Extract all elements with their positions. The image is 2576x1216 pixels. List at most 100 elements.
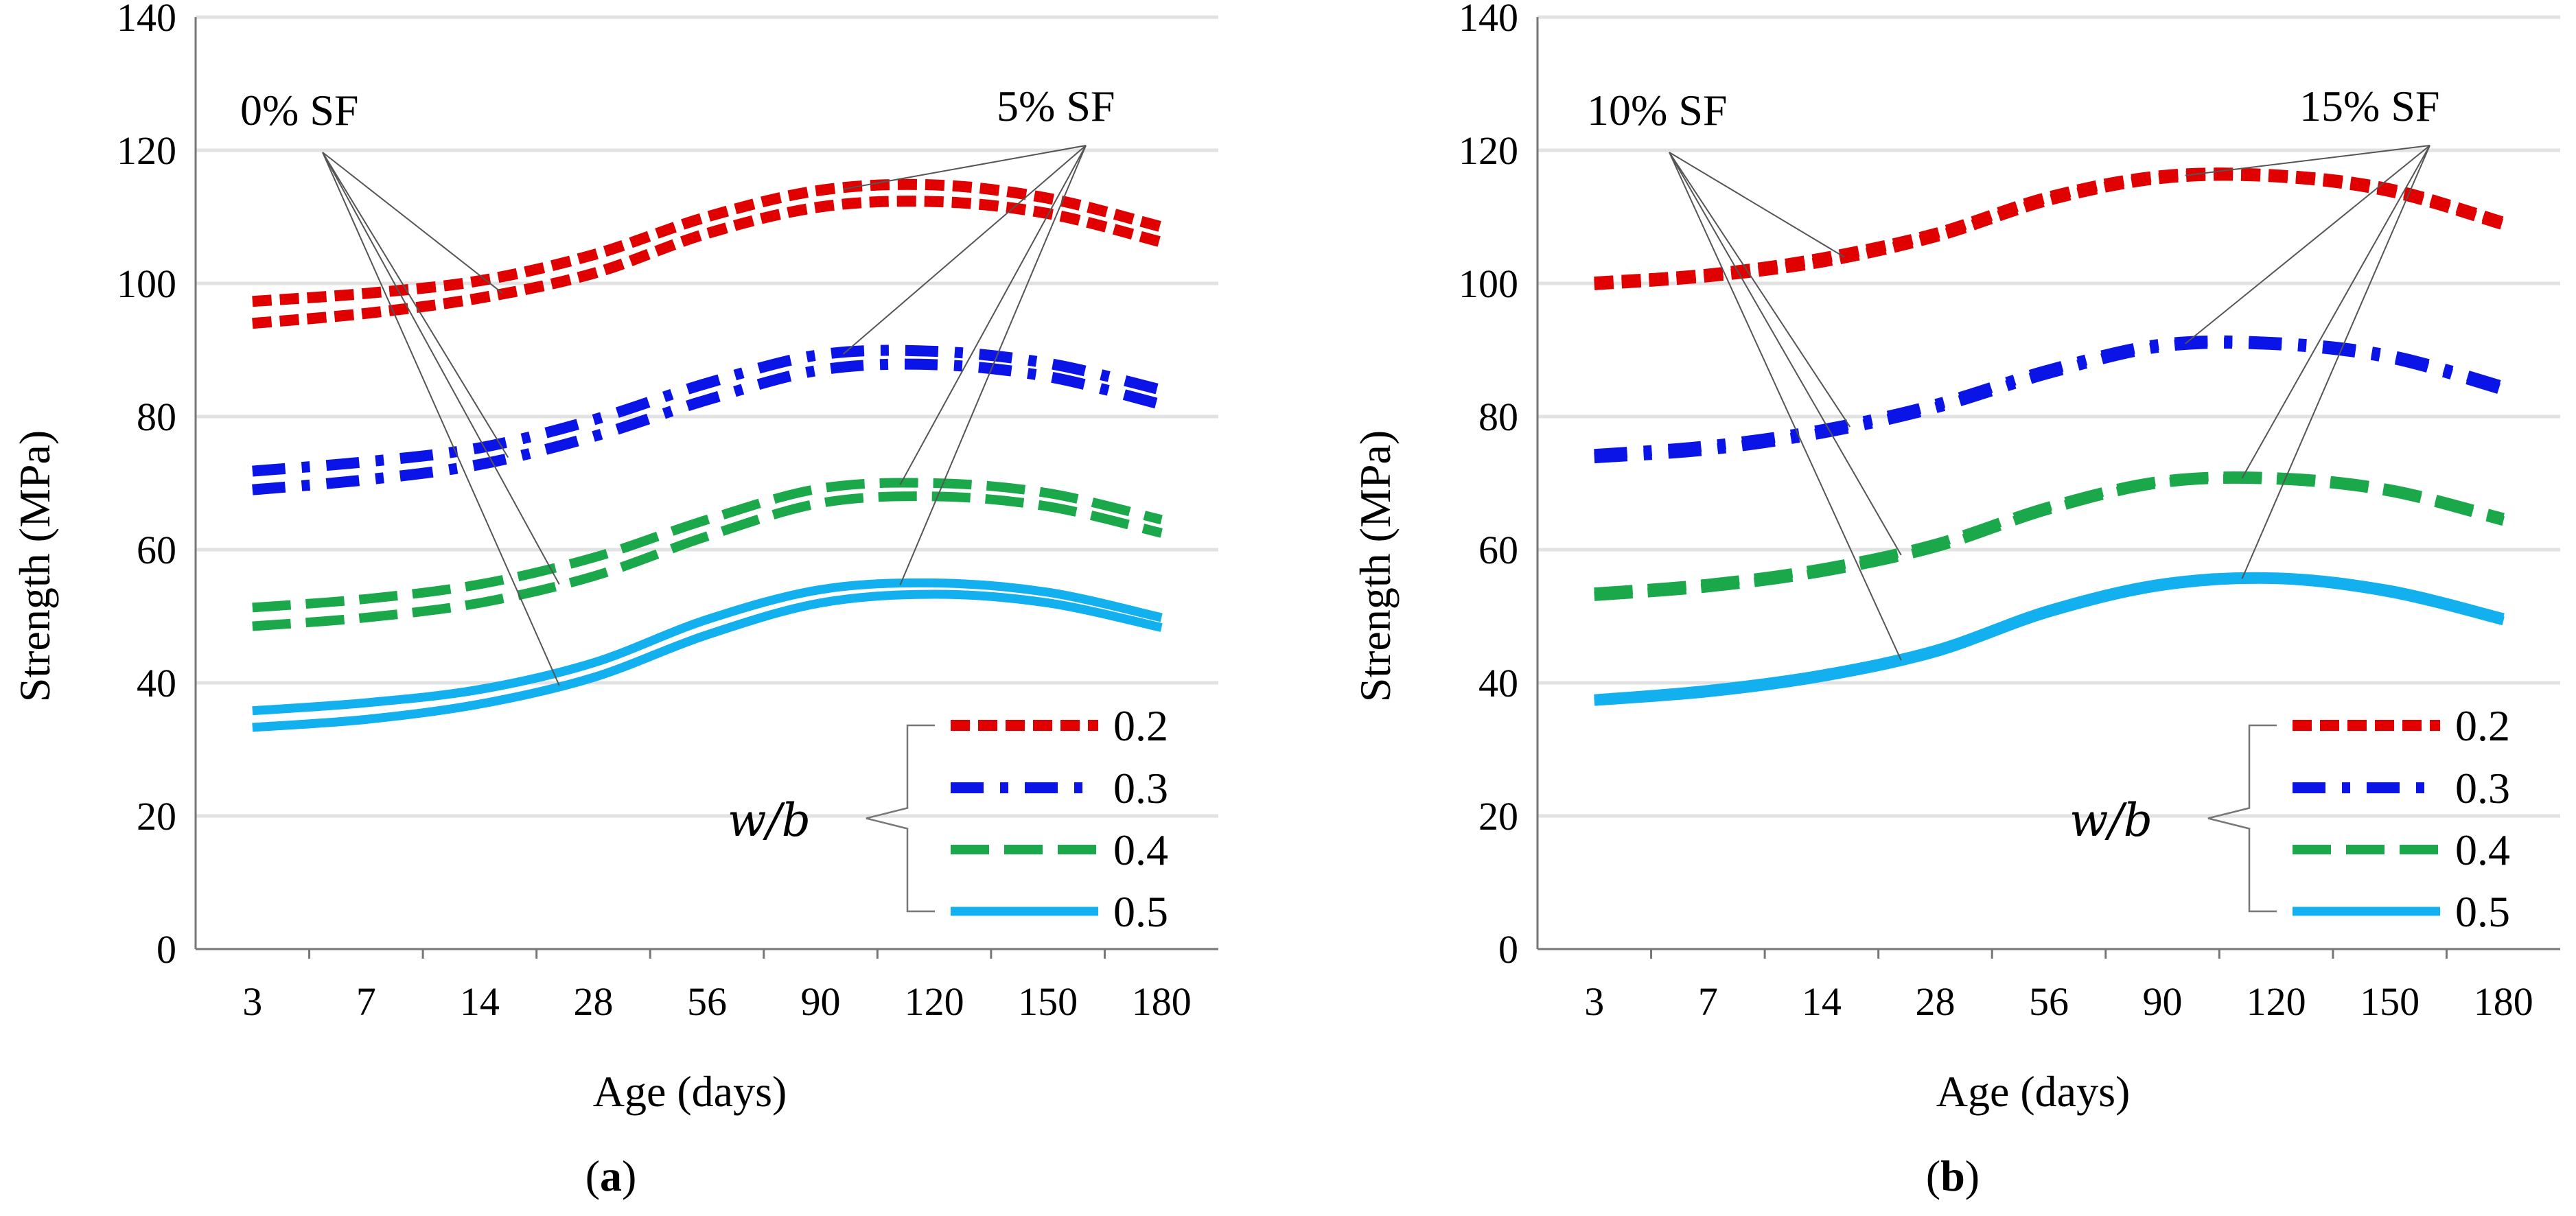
x-tick-label: 90 bbox=[2143, 979, 2183, 1024]
y-tick-label: 100 bbox=[117, 261, 176, 306]
axes bbox=[194, 17, 1218, 959]
callout-line bbox=[2241, 145, 2430, 579]
series-line-wb-04-sf-5 bbox=[252, 478, 1163, 613]
callout-lines bbox=[1669, 145, 2430, 661]
x-tick-label: 56 bbox=[2029, 979, 2069, 1024]
y-tick-label: 20 bbox=[137, 794, 176, 839]
legend: 0.2 0.3 0.4 0.5 bbox=[866, 701, 1168, 936]
series-line-wb-05-sf-0 bbox=[252, 589, 1163, 732]
series-group bbox=[1594, 167, 2505, 706]
x-tick-label: 28 bbox=[573, 979, 613, 1024]
gridlines bbox=[196, 15, 1218, 818]
caption-a: (a) bbox=[585, 1151, 637, 1200]
x-tick-label: 150 bbox=[1018, 979, 1078, 1024]
x-tick-label: 120 bbox=[2247, 979, 2306, 1024]
legend-label: 0.3 bbox=[2455, 764, 2510, 812]
series-line-wb-02-sf-0 bbox=[252, 196, 1163, 329]
series-line-wb-05-sf-15 bbox=[1594, 572, 2505, 703]
panel-b: 10% SF 15% SF Age (days) Strength (MPa) … bbox=[1351, 0, 2560, 1200]
series-line-wb-04-sf-15 bbox=[1594, 471, 2505, 598]
legend-label: 0.5 bbox=[2455, 887, 2510, 936]
x-axis-label: Age (days) bbox=[593, 1067, 787, 1116]
callout-line bbox=[1669, 152, 1851, 428]
y-tick-label: 120 bbox=[1459, 128, 1518, 173]
y-tick-label: 80 bbox=[137, 395, 176, 439]
caption-open: ( bbox=[585, 1151, 600, 1200]
callout-lines bbox=[322, 145, 1087, 686]
callout-line bbox=[899, 145, 1087, 485]
x-tick-label: 28 bbox=[1915, 979, 1955, 1024]
y-tick-label: 60 bbox=[137, 528, 176, 572]
y-tick-label: 20 bbox=[1478, 794, 1518, 839]
y-axis-label: Strength (MPa) bbox=[10, 430, 59, 702]
callout-line bbox=[322, 152, 560, 585]
series-line-wb-03-sf-5 bbox=[252, 344, 1163, 477]
y-tick-label: 60 bbox=[1478, 528, 1518, 572]
callout-line bbox=[1669, 152, 1902, 661]
callout-line bbox=[2241, 145, 2430, 479]
caption-b: (b) bbox=[1926, 1151, 1980, 1200]
y-tick-label: 100 bbox=[1459, 261, 1518, 306]
series-group bbox=[252, 178, 1163, 732]
annotation-left: 0% SF bbox=[240, 86, 359, 135]
x-tick-label: 180 bbox=[1132, 979, 1192, 1024]
gridlines bbox=[1538, 15, 2560, 818]
panel-a: 0% SF 5% SF Age (days) Strength (MPa) (a… bbox=[10, 0, 1218, 1200]
x-tick-label: 14 bbox=[460, 979, 500, 1024]
callout-line bbox=[843, 145, 1087, 190]
legend-label: 0.3 bbox=[1113, 764, 1168, 812]
x-tick-label: 90 bbox=[801, 979, 841, 1024]
x-tick-label: 3 bbox=[242, 979, 262, 1024]
annotation-right: 15% SF bbox=[2299, 82, 2440, 130]
callout-line bbox=[2185, 145, 2430, 176]
caption-letter: b bbox=[1940, 1151, 1965, 1200]
x-tick-label: 7 bbox=[356, 979, 376, 1024]
annotation-left: 10% SF bbox=[1587, 86, 1728, 135]
y-tick-label: 40 bbox=[1478, 661, 1518, 705]
y-tick-label: 140 bbox=[117, 0, 176, 40]
callout-line bbox=[843, 145, 1087, 355]
legend-label: 0.2 bbox=[2455, 701, 2510, 750]
caption-close: ) bbox=[1965, 1151, 1980, 1200]
callout-line bbox=[899, 145, 1087, 585]
callout-line bbox=[322, 152, 560, 686]
callout-line bbox=[322, 152, 509, 458]
y-tick-label: 140 bbox=[1459, 0, 1518, 40]
caption-close: ) bbox=[622, 1151, 636, 1200]
series-line-wb-03-sf-15 bbox=[1594, 335, 2505, 460]
series-line-wb-02-sf-15 bbox=[1594, 167, 2505, 288]
callout-line bbox=[2185, 145, 2430, 344]
callout-line bbox=[322, 152, 503, 294]
legend-label: 0.2 bbox=[1113, 701, 1168, 750]
series-line-wb-04-sf-0 bbox=[252, 491, 1163, 631]
y-tick-label: 80 bbox=[1478, 395, 1518, 439]
x-tick-label: 150 bbox=[2360, 979, 2420, 1024]
callout-line bbox=[1669, 152, 1902, 556]
x-tick-label: 56 bbox=[687, 979, 727, 1024]
x-tick-label: 14 bbox=[1802, 979, 1842, 1024]
callout-line bbox=[1669, 152, 1845, 258]
y-tick-label: 0 bbox=[156, 927, 176, 972]
series-line-wb-05-sf-5 bbox=[252, 578, 1163, 716]
y-tick-label: 0 bbox=[1498, 927, 1518, 972]
x-tick-label: 3 bbox=[1584, 979, 1604, 1024]
legend-label: 0.4 bbox=[1113, 826, 1168, 874]
legend-brace bbox=[866, 724, 935, 913]
legend-title: w/b bbox=[728, 794, 811, 847]
annotation-right: 5% SF bbox=[997, 82, 1115, 130]
legend-brace bbox=[2207, 724, 2277, 913]
y-axis-label: Strength (MPa) bbox=[1351, 430, 1400, 702]
series-line-wb-03-sf-0 bbox=[252, 358, 1163, 495]
legend-label: 0.5 bbox=[1113, 887, 1168, 936]
x-tick-label: 180 bbox=[2474, 979, 2533, 1024]
x-axis-label: Age (days) bbox=[1936, 1067, 2131, 1116]
legend-title: w/b bbox=[2069, 794, 2153, 847]
caption-open: ( bbox=[1926, 1151, 1940, 1200]
legend-label: 0.4 bbox=[2455, 826, 2510, 874]
legend: 0.2 0.3 0.4 0.5 bbox=[2207, 701, 2510, 936]
y-tick-label: 40 bbox=[137, 661, 176, 705]
x-tick-label: 120 bbox=[905, 979, 964, 1024]
axes bbox=[1536, 17, 2560, 959]
